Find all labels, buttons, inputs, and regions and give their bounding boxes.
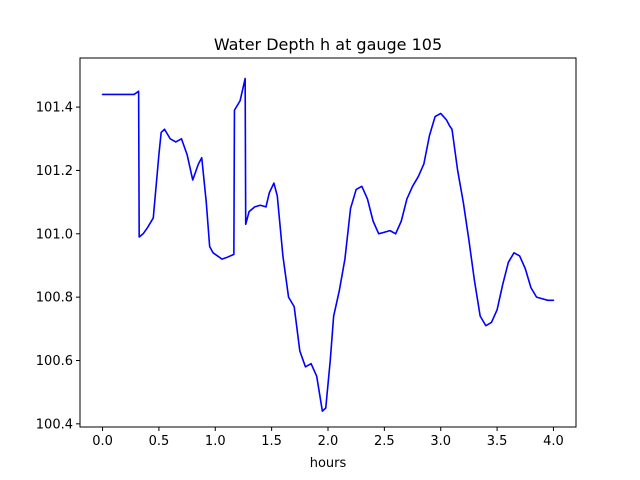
x-tick-label: 1.5 [261, 434, 282, 449]
plot-area: 0.0 0.5 1.0 1.5 2.0 2.5 3.0 3.5 4.0 100.4 100.6 100… [36, 57, 577, 449]
x-tick-label: 0.5 [149, 434, 170, 449]
x-tick-label: 4.0 [543, 434, 564, 449]
x-tick-label: 0.0 [92, 434, 113, 449]
y-tick-label: 100.8 [36, 291, 73, 306]
x-tick-label: 1.0 [205, 434, 226, 449]
y-tick-label: 101.2 [36, 164, 73, 179]
x-tick-label: 3.0 [430, 434, 451, 449]
series-line-0 [101, 77, 555, 412]
y-tick-label: 101.0 [36, 227, 73, 242]
x-tick-label: 2.5 [374, 434, 395, 449]
y-tick-label: 100.6 [36, 354, 73, 369]
x-tick-label: 3.5 [487, 434, 508, 449]
y-tick-label: 101.4 [36, 101, 73, 116]
y-tick-label: 100.4 [36, 417, 73, 432]
x-axis-label: hours [310, 456, 347, 471]
x-tick-label: 2.0 [318, 434, 339, 449]
chart-title: Water Depth h at gauge 105 [214, 35, 442, 54]
